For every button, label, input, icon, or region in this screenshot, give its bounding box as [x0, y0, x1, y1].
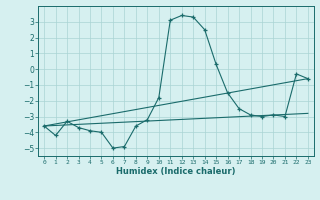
X-axis label: Humidex (Indice chaleur): Humidex (Indice chaleur)	[116, 167, 236, 176]
